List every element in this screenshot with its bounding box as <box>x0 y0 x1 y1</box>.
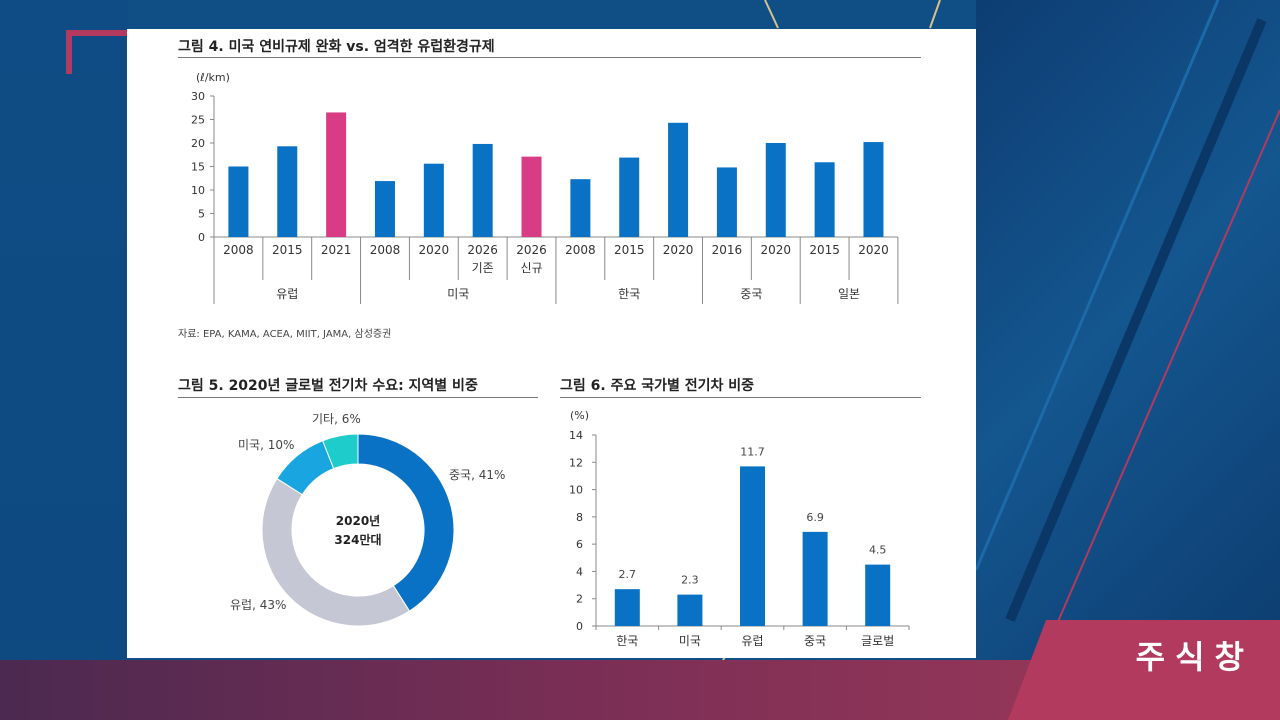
fig4-y-tick-label: 15 <box>191 161 205 174</box>
report-page: 그림 4. 미국 연비규제 완화 vs. 엄격한 유럽환경규제 자료: EPA,… <box>127 29 976 658</box>
fig6-bar <box>740 466 765 626</box>
fig4-x-tick-label: 2015 <box>809 243 840 257</box>
fig4-bar <box>326 112 347 237</box>
fig4-y-unit: (ℓ/km) <box>196 71 230 84</box>
fig4-x-tick-label: 2008 <box>370 243 401 257</box>
fig6-data-label: 2.7 <box>619 568 637 581</box>
fig4-x-tick-label: 2015 <box>272 243 303 257</box>
fig6-data-label: 4.5 <box>869 544 887 557</box>
fig6-y-tick-label: 4 <box>576 565 583 578</box>
fig4-bar <box>472 143 493 237</box>
fig4-title-rule <box>178 57 921 58</box>
fig4-bar <box>277 146 298 237</box>
corner-bracket <box>66 30 128 74</box>
fig4-x-tick-label: 신규 <box>520 261 542 275</box>
fig5-donut-slice <box>357 433 455 612</box>
fig5-donut-slice <box>261 477 411 627</box>
fig4-x-tick-label: 기존 <box>472 261 494 275</box>
gold-line-left <box>764 0 779 29</box>
fig4-x-tick-label: 2015 <box>614 243 645 257</box>
fig6-bar-chart: (%) 0 2 4 6 8 10 12 14 2.7 한국 2.3 미국 11.7 유럽 6.9 중국 4.5 글로… <box>569 409 910 648</box>
fig4-y-tick-label: 30 <box>191 90 205 103</box>
fig4-group-label: 한국 <box>618 287 640 301</box>
fig4-bar <box>228 166 249 237</box>
brand-name: 주식창 <box>1135 638 1254 676</box>
fig5-title-rule <box>178 397 538 398</box>
fig4-y-tick-label: 5 <box>198 208 205 221</box>
fig6-data-label: 2.3 <box>681 574 699 587</box>
fig4-x-tick-label: 2020 <box>663 243 694 257</box>
fig5-slice-label: 미국, 10% <box>238 438 294 452</box>
blue-stripe-1 <box>974 0 1220 571</box>
fig6-data-label: 6.9 <box>806 511 824 524</box>
fig5-slice-label: 유럽, 43% <box>230 598 286 612</box>
fig4-x-tick-label: 2026 <box>516 243 547 257</box>
fig4-bar <box>423 163 444 237</box>
fig4-bar <box>374 181 395 237</box>
fig4-group-label: 중국 <box>740 287 762 301</box>
fig5-center-text: 324만대 <box>334 532 381 547</box>
fig6-x-tick-label: 미국 <box>679 634 701 648</box>
pink-stripe <box>1049 109 1280 641</box>
fig4-y-tick-label: 20 <box>191 137 205 150</box>
fig4-title: 그림 4. 미국 연비규제 완화 vs. 엄격한 유럽환경규제 <box>178 39 495 55</box>
fig6-x-tick-label: 한국 <box>616 634 638 648</box>
background-left-panel <box>0 0 128 720</box>
fig6-title-rule <box>560 397 921 398</box>
fig4-x-tick-label: 2020 <box>761 243 792 257</box>
fig5-donut-slice <box>322 433 359 470</box>
fig4-bar <box>619 157 640 237</box>
fig6-y-tick-label: 2 <box>576 593 583 606</box>
fig6-y-tick-label: 14 <box>569 429 583 442</box>
brand-tab <box>1008 620 1280 720</box>
fig6-y-tick-label: 6 <box>576 538 583 551</box>
fig4-bar-chart: (ℓ/km) 0 5 10 15 20 25 30 2008 2015 2021 2008 2020 20… <box>191 71 899 304</box>
fig6-y-tick-label: 10 <box>569 484 583 497</box>
fig6-y-tick-label: 0 <box>576 620 583 633</box>
source-note: 자료: EPA, KAMA, ACEA, MIIT, JAMA, 삼성증권 <box>178 329 392 340</box>
fig4-bar <box>668 122 689 237</box>
fig5-title: 그림 5. 2020년 글로벌 전기차 수요: 지역별 비중 <box>178 378 478 394</box>
fig4-bar <box>863 142 884 237</box>
fig6-data-label: 11.7 <box>740 445 765 458</box>
fig6-bar <box>802 531 828 626</box>
fig5-slice-label: 기타, 6% <box>312 412 361 426</box>
fig4-x-tick-label: 2016 <box>712 243 743 257</box>
fig4-y-tick-label: 10 <box>191 184 205 197</box>
fig4-x-tick-label: 2021 <box>321 243 352 257</box>
fig4-x-tick-label: 2020 <box>858 243 889 257</box>
fig6-bar <box>614 589 640 626</box>
fig4-group-label: 일본 <box>838 287 860 301</box>
fig6-bar <box>865 564 891 626</box>
fig4-x-tick-label: 2008 <box>565 243 596 257</box>
fig4-y-tick-label: 0 <box>198 231 205 244</box>
fig6-y-unit: (%) <box>570 409 589 422</box>
fig6-y-tick-label: 8 <box>576 511 583 524</box>
fig4-group-label: 유럽 <box>276 287 298 301</box>
fig4-bar <box>570 179 591 237</box>
fig4-x-tick-label: 2008 <box>223 243 254 257</box>
fig6-bar <box>677 594 703 626</box>
fig4-x-tick-label: 2026 <box>467 243 498 257</box>
fig6-title: 그림 6. 주요 국가별 전기차 비중 <box>560 378 754 394</box>
fig6-y-tick-label: 12 <box>569 456 583 469</box>
fig4-y-tick-label: 25 <box>191 114 205 127</box>
fig4-bar <box>521 156 542 237</box>
fig4-bar <box>814 162 835 237</box>
fig6-x-tick-label: 유럽 <box>741 634 763 648</box>
blue-stripe-2 <box>1005 18 1267 622</box>
fig4-bar <box>765 143 786 237</box>
fig6-x-tick-label: 글로벌 <box>861 634 894 648</box>
fig5-donut-chart: 중국, 41% 유럽, 43% 미국, 10% 기타, 6% 2020년 324만대 <box>230 412 505 627</box>
fig5-center-text: 2020년 <box>336 514 380 528</box>
fig6-x-tick-label: 중국 <box>804 634 826 648</box>
fig4-bar <box>716 167 737 237</box>
fig4-x-tick-label: 2020 <box>419 243 450 257</box>
gold-line-right <box>929 0 941 29</box>
fig4-group-label: 미국 <box>447 287 469 301</box>
fig5-slice-label: 중국, 41% <box>449 468 505 482</box>
background-right-panel <box>976 0 1280 720</box>
